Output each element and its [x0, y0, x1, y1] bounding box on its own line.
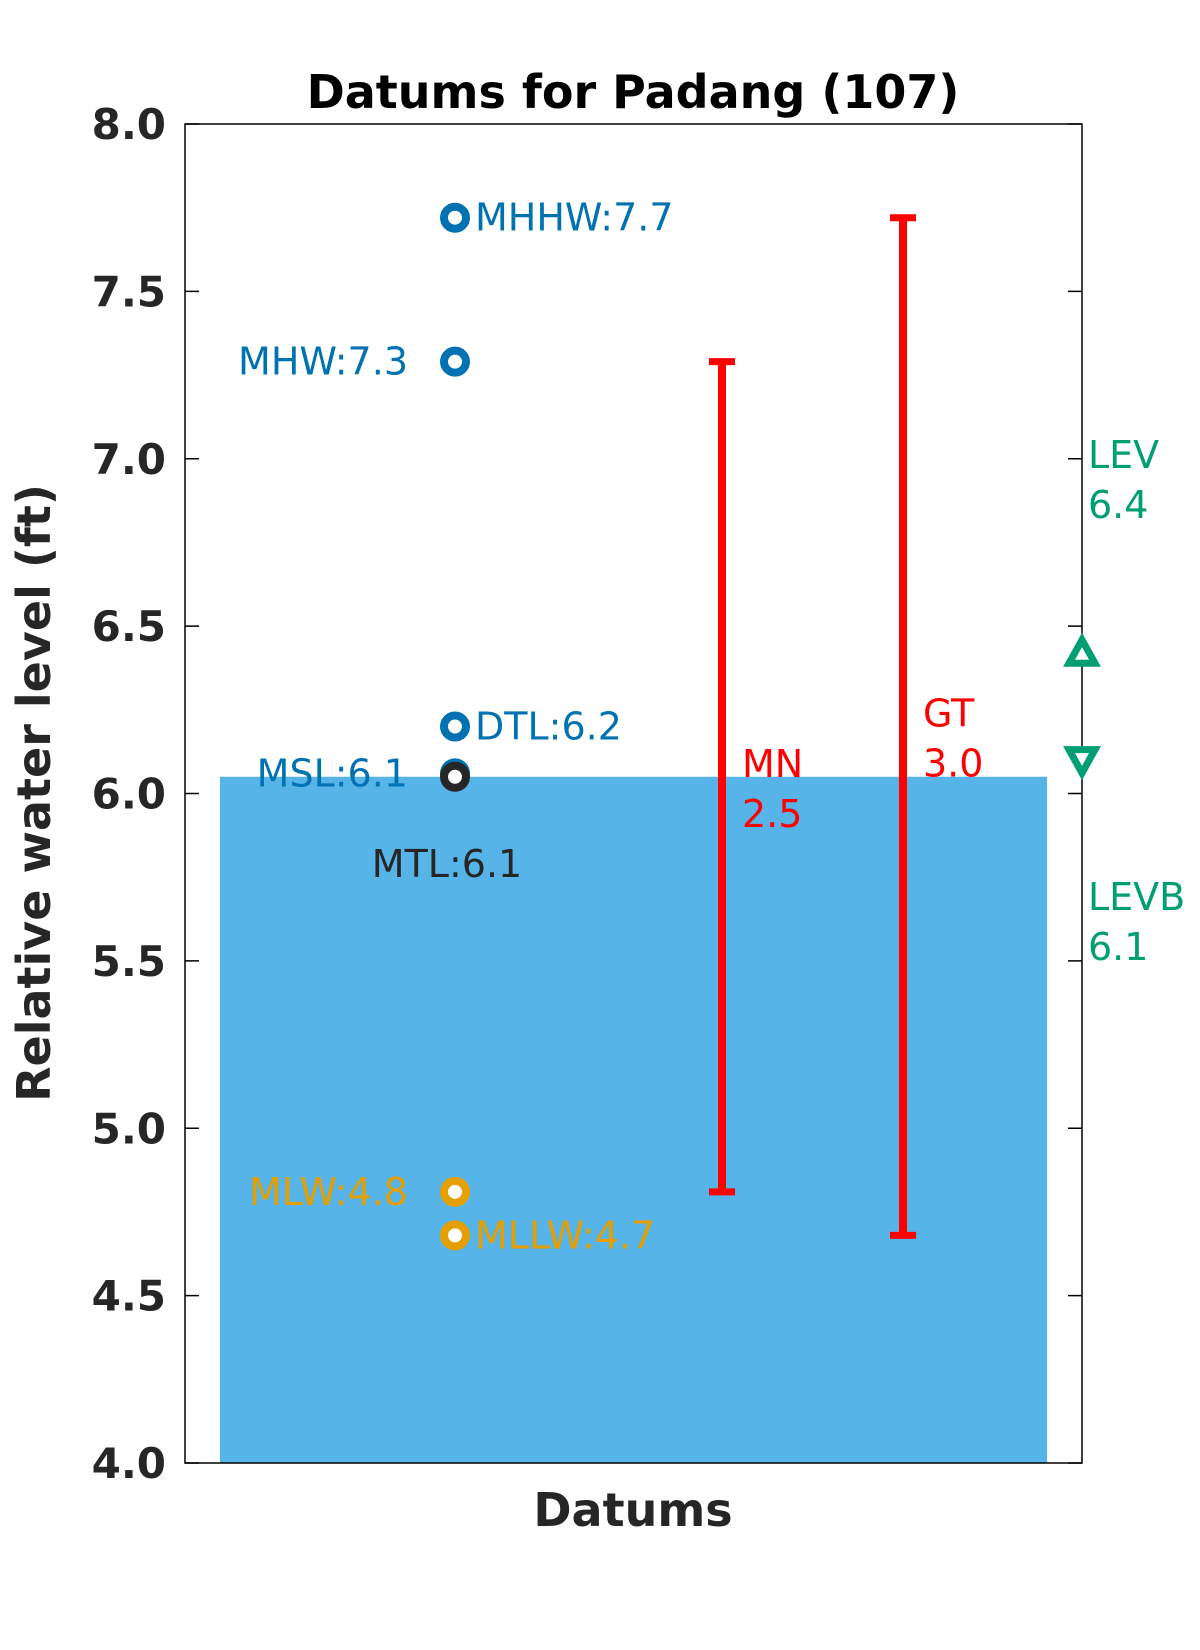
datum-msl-label: MSL:6.1	[257, 751, 408, 795]
range-bars: MN 2.5 GT 3.0	[709, 214, 983, 1239]
range-gt-label: GT	[923, 692, 975, 736]
range-mn-label: MN	[742, 742, 803, 786]
y-tick-label: 5.5	[92, 937, 166, 986]
level-levb-value: 6.1	[1088, 925, 1148, 969]
datum-mhw-marker	[440, 346, 470, 377]
level-lev-label: LEV	[1088, 433, 1159, 477]
range-mn-value: 2.5	[742, 792, 802, 836]
y-tick-label: 6.5	[92, 602, 166, 651]
datum-points: MHHW:7.7 MHW:7.3 DTL:6.2 MSL:6.1 MTL:6.1 MLW:…	[238, 196, 673, 1258]
datum-mlw-marker	[440, 1176, 470, 1207]
chart-title: Datums for Padang (107)	[307, 65, 960, 119]
y-tick-label: 6.0	[92, 770, 166, 819]
datum-mhhw-label: MHHW:7.7	[475, 196, 674, 240]
level-lev-marker	[1063, 632, 1101, 667]
y-axis-label: Relative water level (ft)	[7, 484, 61, 1102]
range-gt-value: 3.0	[923, 742, 983, 786]
y-tick-label: 8.0	[92, 100, 166, 149]
datum-mlw-label: MLW:4.8	[249, 1170, 408, 1214]
datum-dtl-marker	[440, 711, 470, 742]
datum-dtl-label: DTL:6.2	[475, 705, 622, 749]
plot-bar-layer	[220, 776, 1047, 1463]
bar-mean-level	[220, 776, 1047, 1463]
datum-mtl-marker	[440, 761, 470, 792]
y-tick-label: 7.5	[92, 267, 166, 316]
y-axis: 4.0 4.5 5.0 5.5 6.0 6.5 7.0 7.5 8.0	[92, 100, 1082, 1488]
level-lev-value: 6.4	[1088, 483, 1148, 527]
level-markers: LEV 6.4 LEVB 6.1	[1063, 433, 1185, 969]
y-tick-label: 4.5	[92, 1272, 166, 1321]
datum-mllw-marker	[440, 1220, 470, 1251]
datum-mhhw-marker	[440, 202, 470, 233]
y-tick-label: 7.0	[92, 435, 166, 484]
datum-mtl-label: MTL:6.1	[372, 842, 522, 886]
y-tick-label: 4.0	[92, 1439, 166, 1488]
level-levb-label: LEVB	[1088, 875, 1185, 919]
datum-mhw-label: MHW:7.3	[238, 340, 408, 384]
datum-mllw-label: MLLW:4.7	[475, 1213, 655, 1257]
x-axis-label: Datums	[533, 1483, 732, 1537]
y-tick-label: 5.0	[92, 1104, 166, 1153]
level-levb-marker	[1063, 746, 1101, 781]
